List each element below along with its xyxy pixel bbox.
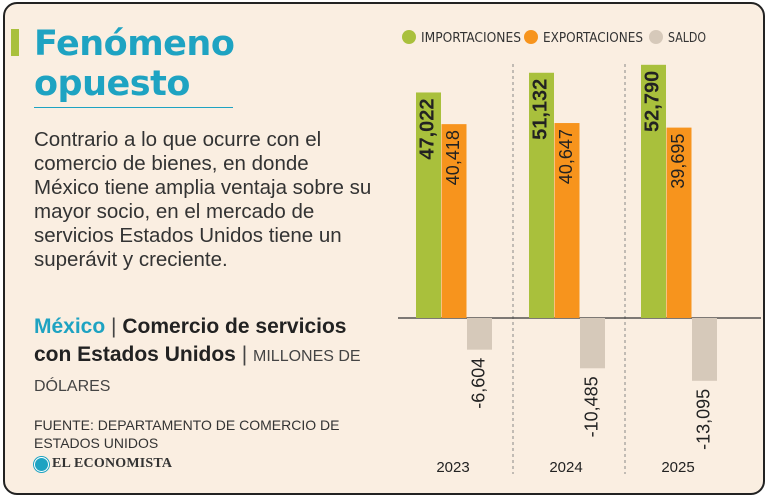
bar-saldo-2025 [692, 318, 717, 381]
data-label-saldo-2025: -13,095 [694, 389, 714, 450]
data-label-importaciones-2025: 52,790 [642, 71, 664, 132]
data-label-exportaciones-2024: 40,647 [556, 129, 576, 184]
source-note: FUENTE: DEPARTAMENTO DE COMERCIO DE ESTA… [34, 417, 340, 451]
legend-marker-saldo [649, 30, 663, 44]
headline-line-1: Fenómeno [34, 24, 235, 64]
chart-heading-title: Comercio de servicios con Estados Unidos [34, 315, 347, 366]
chart-units: MILLONES DE DÓLARES [34, 348, 361, 395]
bar-importaciones-2025 [641, 64, 666, 318]
legend-marker-exportaciones [524, 30, 538, 44]
data-label-exportaciones-2025: 39,695 [668, 134, 688, 189]
headline: Fenómeno opuesto [34, 24, 264, 104]
legend-label-exportaciones: EXPORTACIONES [543, 31, 643, 46]
bar-exportaciones-2023 [441, 124, 467, 318]
bar-exportaciones-2024 [554, 123, 580, 318]
legend-label-importaciones: IMPORTACIONES [421, 31, 521, 46]
data-label-saldo-2023: -6,604 [469, 358, 489, 409]
bar-saldo-2024 [580, 318, 605, 369]
globe-icon [34, 456, 49, 472]
x-tick-label-2023: 2023 [436, 459, 469, 476]
headline-divider [34, 107, 233, 108]
chart-heading-separator-2: | [241, 343, 248, 366]
bar-saldo-2023 [467, 318, 492, 350]
chart-heading-separator: | [111, 315, 117, 338]
legend-marker-importaciones [402, 30, 416, 44]
chart-region: México [34, 315, 106, 338]
bar-importaciones-2024 [529, 72, 554, 319]
data-label-importaciones-2024: 51,132 [530, 79, 552, 140]
x-tick-label-2025: 2025 [661, 459, 694, 476]
legend-label-saldo: SALDO [668, 31, 706, 46]
accent-bar [11, 29, 19, 56]
x-tick-label-2024: 2024 [549, 459, 582, 476]
headline-line-2: opuesto [34, 64, 190, 104]
bar-importaciones-2023 [416, 92, 441, 318]
publisher-logo: EL ECONOMISTA [34, 456, 172, 472]
chart-heading: México | Comercio de servicios con Estad… [34, 313, 364, 401]
data-label-exportaciones-2023: 40,418 [443, 130, 463, 185]
publisher-name: EL ECONOMISTA [52, 456, 173, 471]
data-label-saldo-2024: -10,485 [582, 376, 602, 437]
data-label-importaciones-2023: 47,022 [417, 98, 439, 159]
infographic-card: Fenómeno opuesto Contrario a lo que ocur… [3, 2, 765, 495]
bar-exportaciones-2025 [666, 127, 692, 318]
intro-text: Contrario a lo que ocurre con el comerci… [34, 128, 372, 271]
